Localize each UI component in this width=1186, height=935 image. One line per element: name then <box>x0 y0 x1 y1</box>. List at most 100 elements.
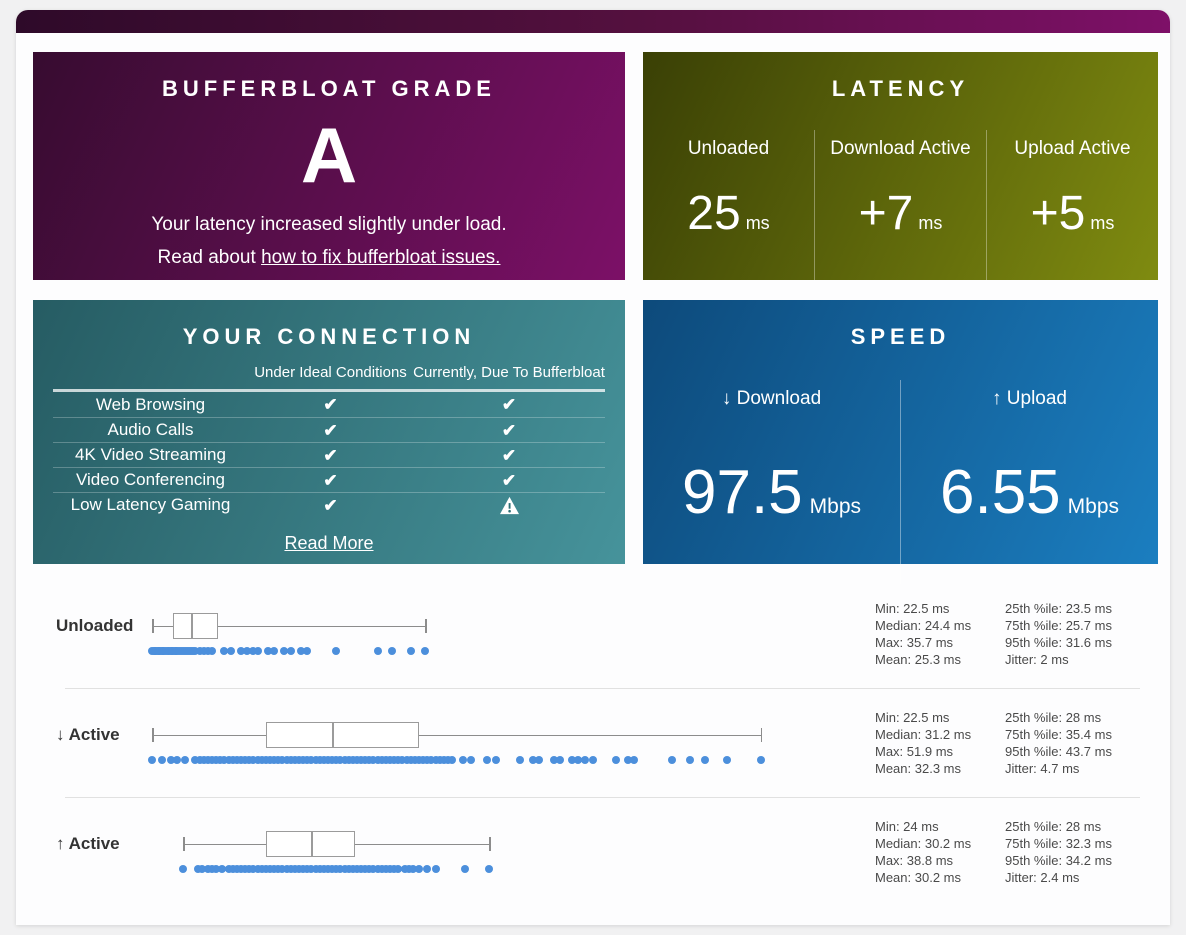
sample-dot <box>228 865 237 873</box>
sample-dot <box>483 756 492 764</box>
sample-dot <box>386 756 395 764</box>
sample-dot <box>394 865 403 873</box>
sample-dot <box>282 865 291 873</box>
sample-dot <box>253 865 262 873</box>
check-icon: ✔ <box>501 395 517 414</box>
sample-dot <box>297 647 306 655</box>
sample-dot <box>402 756 411 764</box>
sample-dot <box>419 756 428 764</box>
sample-dot <box>270 756 279 764</box>
speed-download-label: ↓ Download <box>721 388 822 409</box>
speed-download-value: 97.5 Mbps <box>681 458 862 527</box>
sample-dot <box>365 756 374 764</box>
sample-dot <box>280 647 289 655</box>
sample-dot <box>624 756 633 764</box>
sample-dot <box>348 756 357 764</box>
stat-jitter: Jitter: 2 ms <box>1005 652 1069 667</box>
median-line <box>191 613 193 639</box>
sample-dot <box>630 756 639 764</box>
sample-dot <box>444 756 452 764</box>
fix-bufferbloat-link[interactable]: how to fix bufferbloat issues. <box>261 247 501 268</box>
latency-unloaded-value: 25 ms <box>687 187 770 240</box>
whisker-cap-max <box>760 728 763 742</box>
sample-dot <box>535 756 544 764</box>
sample-dot <box>311 756 320 764</box>
sample-dot <box>315 865 324 873</box>
sample-dot <box>388 647 397 655</box>
grade-description-text: Your latency increased slightly under lo… <box>151 214 507 235</box>
sample-dot <box>373 647 382 655</box>
sample-dot <box>400 865 409 873</box>
sample-dot <box>158 756 167 764</box>
stat-p75: 75th %ile: 32.3 ms <box>1005 836 1112 851</box>
stat-max: Max: 35.7 ms <box>875 635 954 650</box>
stat-median: Median: 24.4 ms <box>875 618 972 633</box>
check-icon: ✔ <box>501 470 517 490</box>
grade-description: Your latency increased slightly under lo… <box>33 208 625 274</box>
boxplot-row-label: Unloaded <box>56 616 134 635</box>
sample-dot <box>460 865 469 873</box>
sample-dot <box>336 756 345 764</box>
sample-dot <box>286 756 295 764</box>
latency-download-active-value: +7 ms <box>858 187 943 240</box>
speed-card-title: SPEED <box>850 324 951 349</box>
sample-dot <box>218 865 227 873</box>
sample-dot <box>303 756 312 764</box>
sample-dot <box>319 865 328 873</box>
stats-column-right: 25th %ile: 23.5 ms 75th %ile: 25.7 ms 95… <box>1005 600 1112 668</box>
speed-upload-label: ↑ Upload <box>992 388 1067 409</box>
latency-upload-active: Upload Active +5 ms <box>986 130 1158 280</box>
connection-table: Under Ideal Conditions Currently, Due To… <box>53 364 605 517</box>
sample-dot <box>241 865 250 873</box>
sample-dot <box>423 756 432 764</box>
sample-dot <box>357 756 366 764</box>
whisker-line <box>152 735 761 736</box>
read-more-link[interactable]: Read More <box>284 533 374 553</box>
stats-column-left: Min: 24 ms Median: 30.2 ms Max: 38.8 ms … <box>875 818 971 886</box>
stat-min: Min: 22.5 ms <box>875 601 950 616</box>
sample-dot <box>332 647 341 655</box>
sample-dot <box>328 756 337 764</box>
sample-dot <box>253 647 262 655</box>
sample-dot <box>686 756 695 764</box>
stat-p95: 95th %ile: 34.2 ms <box>1005 853 1112 868</box>
boxplot-row-download-active: ↓ Active Min: 22.5 ms Median: 31.2 ms Ma… <box>16 689 1170 797</box>
sample-dot <box>373 756 382 764</box>
sample-dot <box>193 865 202 873</box>
whisker-cap-max <box>489 837 491 851</box>
activity-label: Web Browsing <box>95 394 206 414</box>
activity-label: Video Conferencing <box>75 470 225 489</box>
stat-p95: 95th %ile: 31.6 ms <box>1005 635 1112 650</box>
stat-mean: Mean: 32.3 ms <box>875 761 961 776</box>
stat-p95: 95th %ile: 43.7 ms <box>1005 744 1112 759</box>
sample-dot <box>390 865 399 873</box>
boxplot-row-upload-active: ↑ Active Min: 24 ms Median: 30.2 ms Max:… <box>16 798 1170 906</box>
sample-dot <box>723 756 732 764</box>
sample-dot <box>377 756 386 764</box>
sample-dot <box>404 865 413 873</box>
sample-dot <box>381 865 390 873</box>
sample-dot <box>195 647 204 655</box>
sample-dot <box>415 865 424 873</box>
latency-download-active-label: Download Active <box>830 138 971 159</box>
latency-upload-active-value: +5 ms <box>1030 187 1115 240</box>
sample-dot <box>257 865 266 873</box>
sample-dot <box>381 756 390 764</box>
sample-dot <box>323 865 332 873</box>
sample-dot <box>224 865 233 873</box>
sample-dot <box>415 756 424 764</box>
sample-dot <box>448 756 457 764</box>
sample-dot <box>270 865 279 873</box>
iqr-box <box>265 722 420 748</box>
stat-p75: 75th %ile: 35.4 ms <box>1005 727 1112 742</box>
sample-dot <box>406 756 415 764</box>
check-icon: ✔ <box>501 420 517 440</box>
check-icon: ✔ <box>323 395 338 414</box>
sample-dot <box>410 756 419 764</box>
sample-dot <box>408 865 417 873</box>
sample-dot <box>253 756 262 764</box>
sample-dot <box>344 865 353 873</box>
sample-dot <box>286 647 295 655</box>
sample-dot <box>458 756 467 764</box>
sample-dot <box>340 865 349 873</box>
